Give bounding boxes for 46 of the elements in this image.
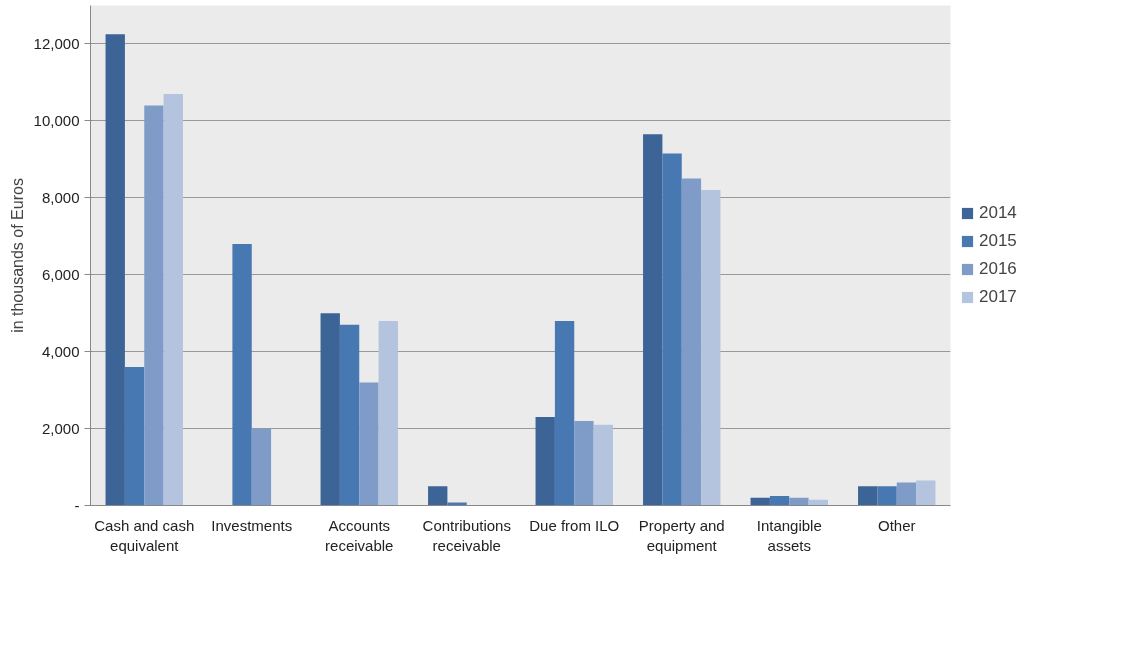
legend-label: 2017 xyxy=(979,287,1017,307)
x-tick-label: Accounts receivable xyxy=(325,516,394,554)
y-tick-label: 8,000 xyxy=(41,188,80,206)
y-tick-label: 12,000 xyxy=(33,34,80,52)
bar xyxy=(124,367,145,506)
bar xyxy=(535,417,555,506)
bar xyxy=(105,34,125,506)
bar xyxy=(858,486,878,506)
y-tick-label: 10,000 xyxy=(33,111,80,129)
y-axis-title: in thousands of Euros xyxy=(8,178,26,333)
bar xyxy=(574,420,594,506)
bar xyxy=(447,502,467,506)
bar xyxy=(339,324,360,506)
bar xyxy=(701,190,721,506)
x-tick-label: Intangible assets xyxy=(756,516,822,554)
y-tick-label: - xyxy=(74,496,80,514)
bar xyxy=(163,93,183,506)
bar xyxy=(877,486,897,506)
bar xyxy=(320,313,340,506)
bar xyxy=(643,134,663,506)
y-tick-label: 2,000 xyxy=(41,419,80,437)
x-tick-label: Due from ILO xyxy=(529,516,620,534)
legend-label: 2015 xyxy=(979,231,1017,251)
y-tick-label: 4,000 xyxy=(41,342,80,360)
legend-label: 2014 xyxy=(979,203,1017,223)
bar xyxy=(789,497,809,506)
y-tick-label: 6,000 xyxy=(41,265,80,283)
bar xyxy=(232,243,252,506)
bar xyxy=(896,482,917,506)
bar xyxy=(554,320,575,506)
x-tick-label: Property and equipment xyxy=(638,516,725,554)
legend-label: 2016 xyxy=(979,259,1017,279)
x-tick-label: Cash and cash equivalent xyxy=(94,516,195,554)
bar xyxy=(251,428,272,506)
bar xyxy=(681,178,702,506)
x-tick-label: Other xyxy=(877,516,916,534)
bar xyxy=(378,320,398,506)
bar xyxy=(593,424,613,506)
bar xyxy=(662,153,682,506)
bar xyxy=(916,480,936,506)
bar xyxy=(359,382,379,506)
bar xyxy=(428,486,448,506)
x-tick-label: Contributions receivable xyxy=(422,516,511,554)
bar xyxy=(144,105,164,506)
x-tick-label: Investments xyxy=(211,516,293,534)
bar xyxy=(769,495,790,506)
